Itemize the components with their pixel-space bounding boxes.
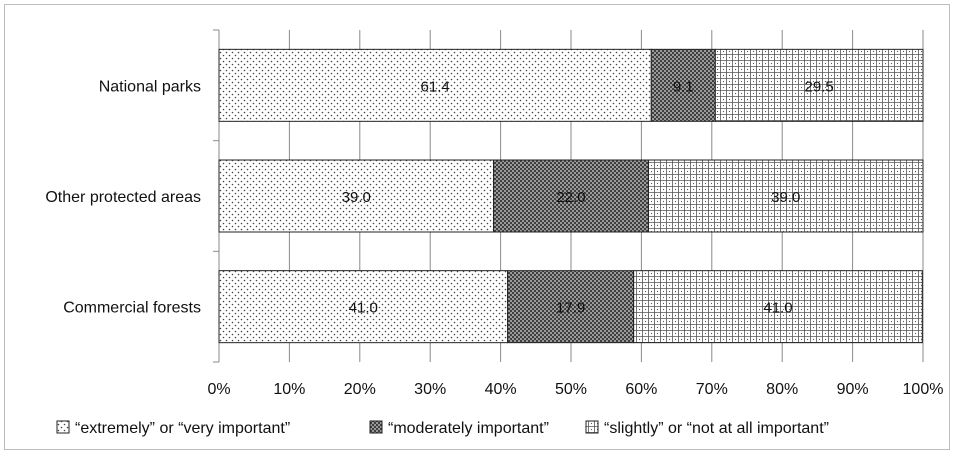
bar-segment [633,270,923,344]
category-label: Commercial forests [63,300,201,317]
x-tick-label: 100% [903,381,944,398]
legend-label: “moderately important” [388,420,549,437]
bar-segment [218,270,509,344]
bar-segment [650,48,716,122]
x-tick-label: 30% [414,381,446,398]
legend-swatch [585,420,599,434]
category-label: National parks [99,78,201,95]
x-tick-label: 90% [837,381,869,398]
bars [218,48,924,344]
data-label: 41.0 [349,300,378,317]
data-label: 39.0 [342,189,371,206]
bar-segment [647,159,924,233]
x-tick-label: 50% [555,381,587,398]
legend-swatch [369,420,383,434]
data-label: 29.5 [805,78,834,95]
legend: “extremely” or “very important” “moderate… [56,420,829,437]
bar-segment [507,270,635,344]
data-labels: 61.4 9.1 29.5 39.0 22.0 39.0 41.0 17.9 41.0 [342,78,834,316]
category-label: Other protected areas [45,189,201,206]
bar-segment [714,48,924,122]
data-label: 39.0 [771,189,800,206]
bar-segment [493,159,649,233]
x-tick-label: 0% [207,381,230,398]
x-tick-label: 70% [696,381,728,398]
legend-swatch [56,420,70,434]
bar-segment [218,48,652,122]
legend-label: “extremely” or “very important” [75,420,290,437]
data-label: 61.4 [421,78,450,95]
data-label: 41.0 [763,300,792,317]
x-tick-label: 40% [485,381,517,398]
data-label: 9.1 [673,78,694,95]
x-tick-label: 20% [344,381,376,398]
legend-label: “slightly” or “not at all important” [604,420,829,437]
x-tick-label: 60% [625,381,657,398]
legend-item: “extremely” or “very important” [56,420,290,437]
x-tick-label: 80% [766,381,798,398]
data-label: 22.0 [556,189,585,206]
legend-item: “slightly” or “not at all important” [585,420,829,437]
axes: 0% 10% 20% 30% 40% 50% 60% 70% 80% 90% 100% Nationa… [45,29,944,398]
x-tick-label: 10% [273,381,305,398]
data-label: 17.9 [556,300,585,317]
legend-item: “moderately important” [369,420,549,437]
